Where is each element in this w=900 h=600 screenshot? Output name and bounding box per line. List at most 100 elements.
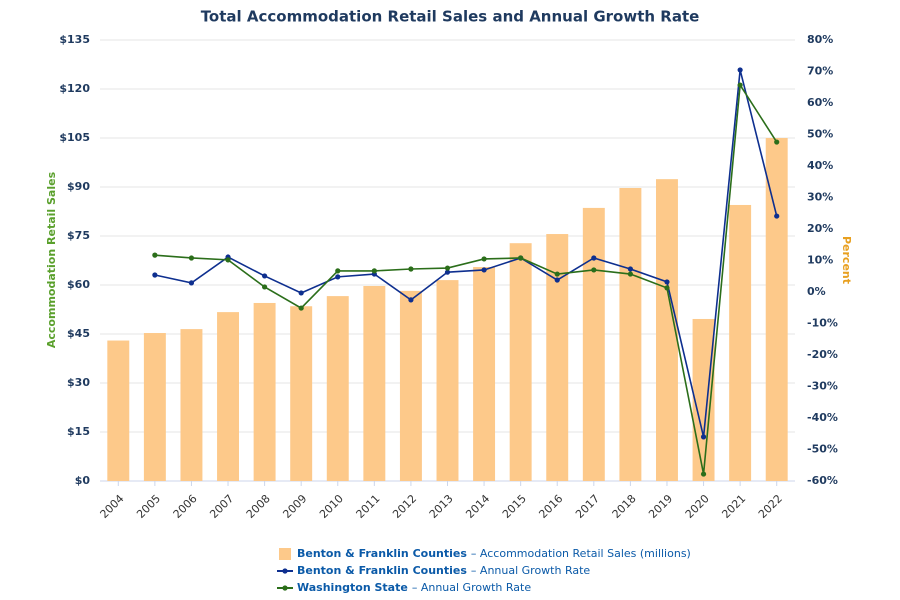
y2-tick-label: -10%: [807, 317, 838, 330]
x-tick-label: 2022: [756, 492, 785, 521]
y2-tick-label: -50%: [807, 443, 838, 456]
line-point: [408, 266, 414, 272]
bar: [509, 243, 532, 481]
line-point: [700, 434, 707, 440]
x-tick-label: 2005: [134, 492, 163, 521]
line-point: [152, 272, 158, 278]
x-tick-label: 2016: [536, 492, 565, 521]
x-tick-label: 2010: [317, 492, 346, 521]
legend-swatch-point: [282, 585, 288, 591]
legend-name: Washington State: [297, 581, 408, 594]
line-point: [481, 256, 487, 262]
y2-tick-label: 30%: [807, 191, 833, 204]
line-point: [262, 273, 268, 279]
y2-tick-label: -60%: [807, 474, 838, 487]
y2-tick-label: -30%: [807, 380, 838, 393]
legend-entry: Benton & Franklin Counties – Accommodatio…: [297, 547, 691, 560]
line-point: [554, 271, 560, 277]
x-tick-label: 2013: [427, 492, 456, 521]
line-point: [554, 277, 560, 283]
y2-tick-label: -20%: [807, 348, 838, 361]
line-point: [518, 255, 524, 261]
y2-tick-label: 70%: [807, 65, 833, 78]
legend-entry: Washington State – Annual Growth Rate: [297, 581, 531, 594]
legend-swatch: [279, 548, 291, 560]
line-point: [481, 267, 487, 273]
x-tick-label: 2007: [207, 492, 236, 521]
bar: [692, 318, 715, 481]
y2-tick-label: -40%: [807, 411, 838, 424]
bar: [546, 234, 569, 481]
x-tick-label: 2012: [390, 492, 419, 521]
line-point: [627, 271, 633, 277]
line-point: [444, 269, 451, 275]
y-axis-title: Accommodation Retail Sales: [45, 171, 58, 348]
x-tick-label: 2004: [98, 492, 127, 521]
bar: [107, 340, 130, 481]
x-tick-label: 2006: [171, 492, 200, 521]
legend-name: Benton & Franklin Counties: [297, 564, 467, 577]
bar: [180, 329, 203, 481]
y2-tick-label: 80%: [807, 33, 833, 46]
line-point: [700, 471, 707, 477]
line-point: [591, 255, 597, 261]
y2-tick-label: 60%: [807, 96, 833, 109]
bar: [290, 306, 313, 481]
bar: [765, 138, 788, 481]
line-point: [298, 305, 304, 311]
line: [154, 82, 778, 475]
bar: [582, 207, 605, 481]
y2-tick-label: 40%: [807, 159, 833, 172]
line-point: [298, 290, 304, 296]
x-tick-label: 2017: [573, 492, 602, 521]
y-tick-label: $0: [75, 474, 91, 487]
line-point: [335, 274, 341, 280]
legend-swatch-point: [282, 568, 288, 574]
bar: [656, 179, 678, 481]
y-tick-label: $90: [67, 180, 90, 193]
y-tick-label: $30: [67, 376, 90, 389]
y2-tick-label: 50%: [807, 128, 833, 141]
bar: [473, 267, 496, 481]
line-point: [371, 268, 377, 274]
y-tick-label: $105: [59, 131, 90, 144]
x-tick-label: 2021: [719, 492, 748, 521]
line-point: [444, 265, 451, 271]
line-point: [335, 268, 341, 274]
line-point: [188, 280, 195, 286]
line-point: [188, 255, 195, 261]
x-tick-label: 2019: [646, 492, 675, 521]
y2-tick-label: 20%: [807, 222, 833, 235]
x-tick-label: 2015: [500, 492, 529, 521]
y-tick-label: $45: [67, 327, 90, 340]
line-point: [774, 139, 780, 145]
y-tick-label: $15: [67, 425, 90, 438]
bar: [436, 280, 459, 481]
y-tick-label: $60: [67, 278, 90, 291]
x-tick-label: 2014: [463, 492, 492, 521]
legend-entry: Benton & Franklin Counties – Annual Growt…: [297, 564, 590, 577]
line-point: [225, 257, 231, 263]
x-tick-label: 2018: [610, 492, 639, 521]
line-point: [737, 82, 743, 88]
line-point: [664, 285, 670, 291]
bar: [326, 296, 349, 481]
line-point: [262, 284, 268, 290]
bar: [399, 290, 422, 481]
legend-description: – Annual Growth Rate: [412, 581, 531, 594]
y2-tick-label: 10%: [807, 254, 833, 267]
legend-description: – Accommodation Retail Sales (millions): [471, 547, 691, 560]
x-tick-label: 2020: [683, 492, 712, 521]
bar: [217, 312, 239, 481]
y2-tick-label: 0%: [807, 285, 826, 298]
line-point: [774, 213, 780, 219]
legend-name: Benton & Franklin Counties: [297, 547, 467, 560]
x-tick-label: 2011: [354, 492, 383, 521]
line-point: [737, 67, 743, 73]
line-point: [627, 266, 633, 272]
line: [154, 69, 778, 438]
y-tick-label: $135: [59, 33, 90, 46]
y2-axis-title: Percent: [840, 236, 853, 284]
bar: [143, 333, 166, 481]
